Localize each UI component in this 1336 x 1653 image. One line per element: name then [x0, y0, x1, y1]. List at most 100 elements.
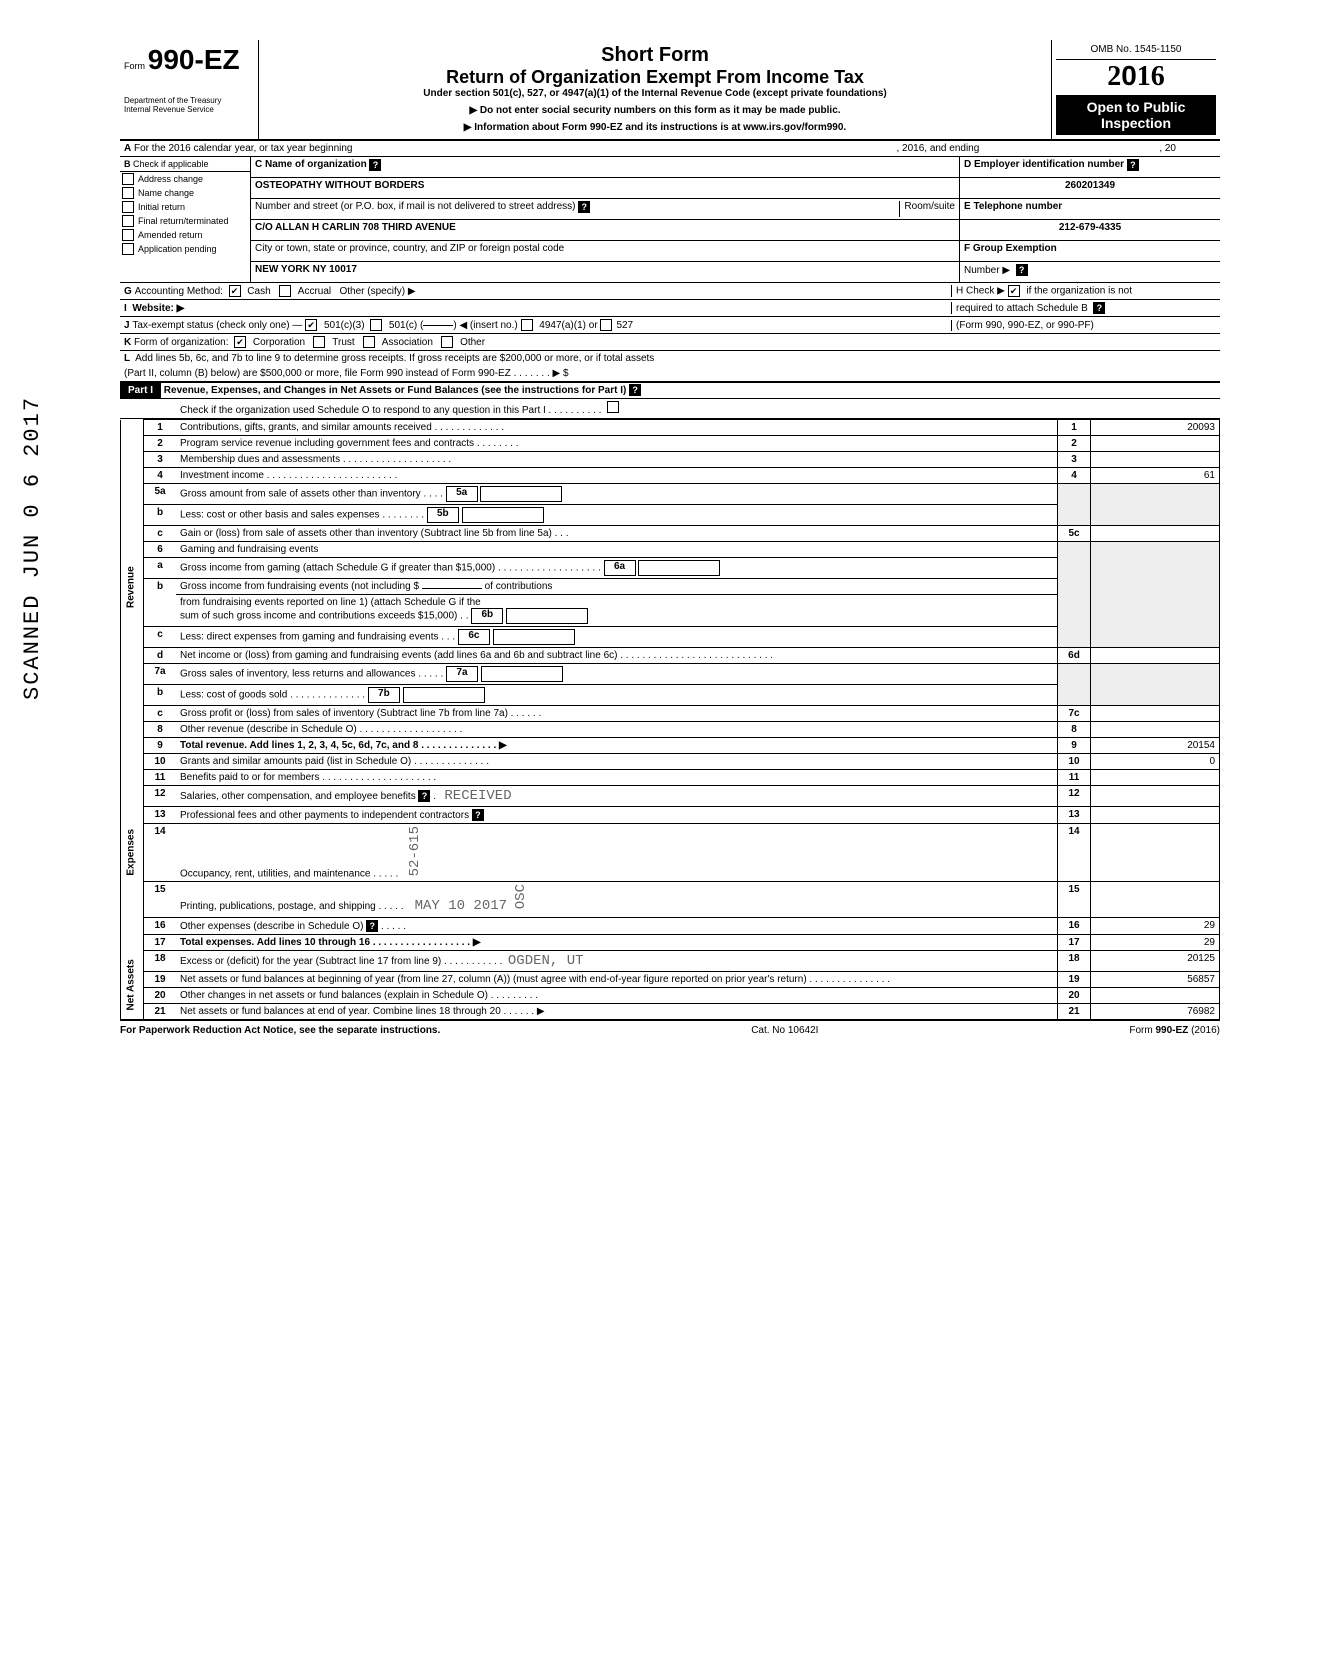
row-l2: (Part II, column (B) below) are $500,000… [120, 366, 1220, 381]
line-3-amt [1091, 452, 1220, 468]
line-6d-amt [1091, 648, 1220, 664]
col-c-org-info: C Name of organization ? OSTEOPATHY WITH… [251, 157, 960, 282]
line-14-box: 14 [1058, 824, 1091, 882]
line-6a-num: a [144, 558, 177, 579]
line-5b-num: b [144, 505, 177, 526]
label-l: L [124, 353, 130, 364]
line-11-box: 11 [1058, 770, 1091, 786]
label-g: G [124, 286, 132, 297]
line-13-desc: Professional fees and other payments to … [176, 807, 1058, 824]
open-to-public: Open to Public Inspection [1056, 95, 1216, 135]
cb-name-change[interactable]: Name change [120, 186, 250, 200]
cb-501c[interactable] [370, 319, 382, 331]
label-i: I [124, 303, 127, 314]
line-11-num: 11 [144, 770, 177, 786]
form-header: Form 990-EZ Department of the Treasury I… [120, 40, 1220, 141]
line-19-desc: Net assets or fund balances at beginning… [176, 971, 1058, 987]
part-1-title: Revenue, Expenses, and Changes in Net As… [164, 385, 627, 396]
phone: 212-679-4335 [960, 220, 1220, 241]
footer-mid: Cat. No 10642I [751, 1025, 818, 1036]
line-4-box: 4 [1058, 468, 1091, 484]
h-line2: required to attach Schedule B ? [951, 302, 1216, 314]
line-6d-num: d [144, 648, 177, 664]
cb-527[interactable] [600, 319, 612, 331]
cb-501c3[interactable]: ✔ [305, 319, 317, 331]
scanned-stamp: SCANNED JUN 0 6 2017 [20, 396, 45, 700]
line-15-box: 15 [1058, 882, 1091, 917]
date-stamp: MAY 10 2017 [415, 899, 507, 915]
osc-stamp: OSC [513, 884, 529, 909]
f-number: Number ▶ [964, 265, 1010, 276]
help-icon: ? [1093, 302, 1105, 314]
help-icon: ? [1127, 159, 1139, 171]
cb-assoc[interactable] [363, 336, 375, 348]
form-number: 990-EZ [148, 44, 240, 75]
line-5a-desc: Gross amount from sale of assets other t… [176, 484, 1058, 505]
line-17-num: 17 [144, 934, 177, 950]
label-a: A [124, 143, 131, 154]
line-2-desc: Program service revenue including govern… [176, 436, 1058, 452]
ogden-stamp: OGDEN, UT [508, 953, 584, 969]
line-6c-num: c [144, 627, 177, 648]
h-line3: (Form 990, 990-EZ, or 990-PF) [951, 320, 1216, 331]
cb-corp[interactable]: ✔ [234, 336, 246, 348]
line-3-box: 3 [1058, 452, 1091, 468]
line-6b-desc: Gross income from fundraising events (no… [176, 579, 1058, 595]
sidebar-revenue: Revenue [121, 420, 144, 754]
line-19-num: 19 [144, 971, 177, 987]
j-text: Tax-exempt status (check only one) — [132, 320, 302, 331]
i-text: Website: ▶ [132, 303, 184, 314]
cb-initial-return[interactable]: Initial return [120, 200, 250, 214]
cb-address-change[interactable]: Address change [120, 172, 250, 186]
line-14-num: 14 [144, 824, 177, 882]
city-label: City or town, state or province, country… [251, 241, 959, 262]
cb-accrual[interactable] [279, 285, 291, 297]
part-1-label: Part I [120, 383, 161, 398]
line-13-box: 13 [1058, 807, 1091, 824]
line-19-box: 19 [1058, 971, 1091, 987]
omb-number: OMB No. 1545-1150 [1056, 44, 1216, 60]
stamp-vert: 52-615 [407, 826, 423, 876]
row-i: I Website: ▶ required to attach Schedule… [120, 300, 1220, 317]
title-box: Short Form Return of Organization Exempt… [259, 40, 1051, 139]
cb-final-return[interactable]: Final return/terminated [120, 214, 250, 228]
line-1-num: 1 [144, 420, 177, 436]
line-5b-desc: Less: cost or other basis and sales expe… [176, 505, 1058, 526]
cb-cash[interactable]: ✔ [229, 285, 241, 297]
help-icon: ? [472, 809, 484, 821]
line-10-amt: 0 [1091, 754, 1220, 770]
line-5c-desc: Gain or (loss) from sale of assets other… [176, 526, 1058, 542]
line-18-amt: 20125 [1091, 950, 1220, 971]
cb-schedule-b[interactable]: ✔ [1008, 285, 1020, 297]
cb-trust[interactable] [313, 336, 325, 348]
line-7c-box: 7c [1058, 706, 1091, 722]
shaded-7 [1058, 664, 1091, 706]
main-title: Return of Organization Exempt From Incom… [267, 67, 1043, 88]
line-19-amt: 56857 [1091, 971, 1220, 987]
form-number-box: Form 990-EZ Department of the Treasury I… [120, 40, 259, 139]
line-7c-desc: Gross profit or (loss) from sales of inv… [176, 706, 1058, 722]
b-text: Check if applicable [133, 159, 209, 169]
cb-schedule-o[interactable] [607, 401, 619, 413]
cb-application-pending[interactable]: Application pending [120, 242, 250, 256]
cb-amended-return[interactable]: Amended return [120, 228, 250, 242]
org-city: NEW YORK NY 10017 [251, 262, 959, 282]
shaded-5 [1058, 484, 1091, 526]
help-icon: ? [366, 920, 378, 932]
line-6a-desc: Gross income from gaming (attach Schedul… [176, 558, 1058, 579]
ein: 260201349 [960, 178, 1220, 199]
org-address: C/O ALLAN H CARLIN 708 THIRD AVENUE [251, 220, 959, 241]
line-21-box: 21 [1058, 1003, 1091, 1020]
row-g-h: G Accounting Method: ✔ Cash Accrual Othe… [120, 283, 1220, 300]
cb-other[interactable] [441, 336, 453, 348]
label-b: B [124, 159, 131, 169]
line-16-num: 16 [144, 917, 177, 934]
label-d: D Employer identification number [964, 159, 1124, 175]
line-17-amt: 29 [1091, 934, 1220, 950]
line-9-amt: 20154 [1091, 738, 1220, 754]
label-e: E Telephone number [960, 199, 1220, 220]
part-1-header: Part I Revenue, Expenses, and Changes in… [120, 381, 1220, 419]
g-text: Accounting Method: [135, 286, 223, 297]
line-20-desc: Other changes in net assets or fund bala… [176, 987, 1058, 1003]
cb-4947[interactable] [521, 319, 533, 331]
